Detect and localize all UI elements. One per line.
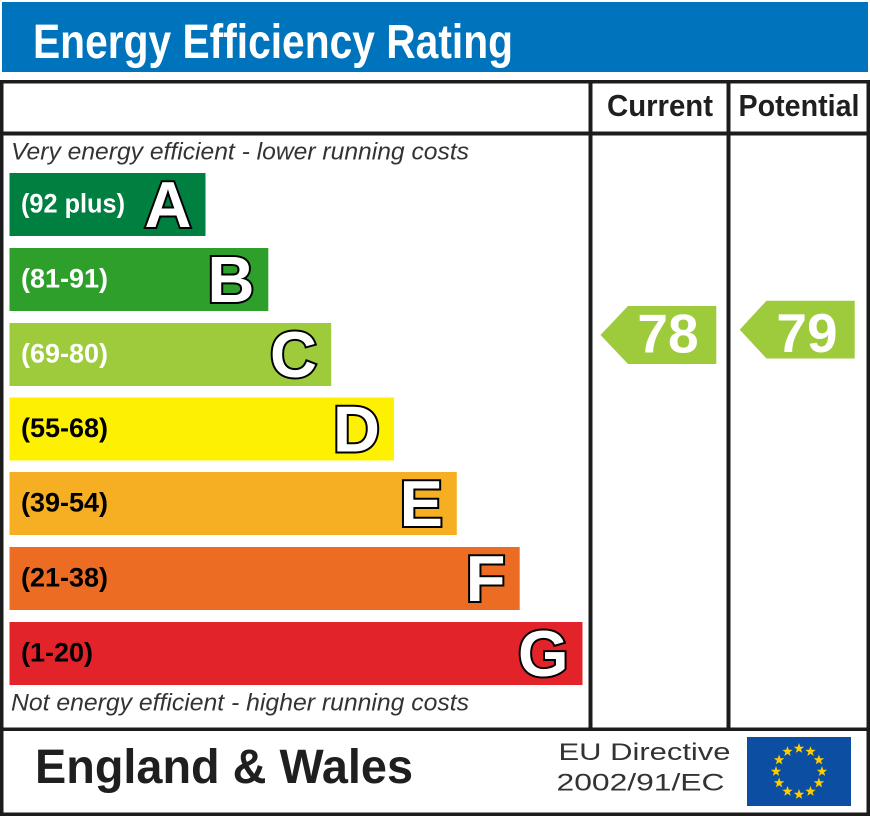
svg-text:England & Wales: England & Wales xyxy=(35,741,413,794)
svg-text:(39-54): (39-54) xyxy=(21,488,108,518)
svg-text:(1-20): (1-20) xyxy=(21,638,93,668)
svg-text:(92 plus): (92 plus) xyxy=(21,189,125,219)
svg-text:(81-91): (81-91) xyxy=(21,264,108,294)
svg-text:(69-80): (69-80) xyxy=(21,339,108,369)
svg-text:F: F xyxy=(466,542,506,615)
svg-text:2002/91/EC: 2002/91/EC xyxy=(557,770,725,797)
svg-text:C: C xyxy=(270,318,317,391)
svg-text:EU Directive: EU Directive xyxy=(559,739,731,766)
svg-text:Very energy efficient - lower: Very energy efficient - lower running co… xyxy=(11,139,469,166)
svg-text:(21-38): (21-38) xyxy=(21,563,108,593)
svg-text:G: G xyxy=(518,617,569,690)
svg-text:(55-68): (55-68) xyxy=(21,413,108,443)
svg-text:Not energy efficient - higher: Not energy efficient - higher running co… xyxy=(11,690,469,717)
svg-text:Potential: Potential xyxy=(739,88,860,123)
svg-text:E: E xyxy=(400,467,443,540)
svg-text:Energy Efficiency Rating: Energy Efficiency Rating xyxy=(33,16,513,69)
svg-text:79: 79 xyxy=(776,302,837,364)
svg-text:A: A xyxy=(145,168,192,241)
svg-text:Current: Current xyxy=(607,88,713,123)
svg-text:B: B xyxy=(208,243,255,316)
svg-text:D: D xyxy=(333,393,380,466)
svg-text:78: 78 xyxy=(637,303,698,365)
